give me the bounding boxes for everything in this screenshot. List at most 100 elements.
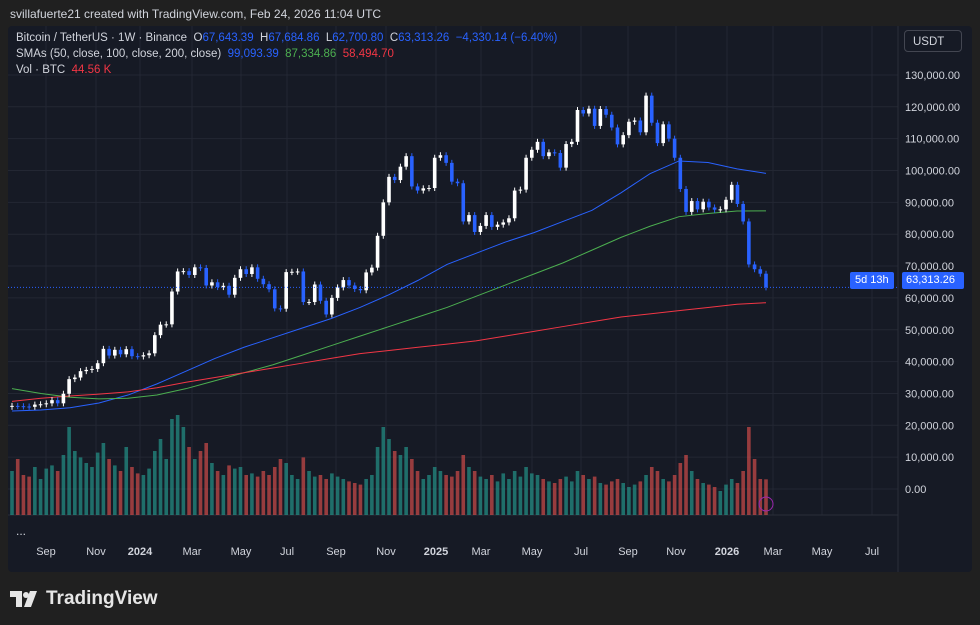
candle-body [227, 285, 231, 295]
y-tick-label: 0.00 [905, 484, 926, 496]
open-value: 67,643.39 [202, 32, 254, 44]
volume-bar [684, 455, 688, 515]
volume-bar [61, 455, 66, 515]
volume-bar [592, 476, 597, 515]
volume-bar [410, 459, 414, 515]
candle-body [678, 157, 683, 189]
candle-body [352, 285, 357, 289]
volume-bar [621, 483, 625, 515]
volume-bar [130, 467, 134, 515]
volume-bar [358, 484, 363, 515]
last-price: 63,313.26 [906, 274, 955, 286]
candle-body [484, 215, 488, 226]
volume-bar [387, 439, 391, 515]
volume-bar [255, 476, 260, 515]
y-tick-label: 90,000.00 [905, 197, 954, 209]
candle-body [267, 284, 271, 290]
candle-body [667, 124, 671, 139]
candle-body [450, 162, 454, 182]
candle-body [118, 349, 123, 355]
volume-bar [689, 471, 694, 515]
sma50-line [11, 160, 767, 412]
candle-body [490, 215, 494, 227]
volume-bar [444, 475, 448, 515]
candle-body [758, 269, 763, 274]
y-tick-label: 100,000.00 [905, 166, 960, 178]
volume-bar [575, 471, 580, 515]
volume-bar [135, 473, 140, 515]
candle-body [170, 291, 174, 325]
volume-bar [484, 479, 488, 515]
candle-body [398, 166, 403, 181]
candle-body [90, 368, 94, 370]
sma100-line [11, 210, 767, 400]
symbol-label[interactable]: Bitcoin / TetherUS · 1W · Binance [16, 32, 188, 44]
volume-bar [38, 479, 43, 515]
y-tick-label: 50,000.00 [905, 325, 954, 337]
volume-bar [667, 481, 671, 515]
candle-body [204, 267, 209, 286]
volume-bar [552, 483, 557, 515]
candle-body [535, 141, 540, 150]
candle-body [107, 348, 111, 356]
volume-bar [398, 455, 403, 515]
tradingview-logo[interactable]: TradingView [10, 588, 158, 610]
candle-body [210, 282, 214, 286]
volume-bar [461, 455, 466, 515]
candle-body [552, 152, 557, 154]
candle-body [135, 356, 140, 358]
candle-body [375, 235, 380, 268]
volume-bar [535, 475, 540, 515]
candle-body [147, 353, 151, 356]
volume-bar [55, 471, 60, 515]
volume-bar [250, 473, 254, 515]
volume-label[interactable]: Vol · BTC [16, 64, 66, 76]
volume-bar [427, 475, 431, 515]
candle-body [198, 267, 203, 269]
sma200-line [11, 302, 767, 402]
sma-label[interactable]: SMAs (50, close, 100, close, 200, close) [16, 48, 222, 60]
y-tick-label: 110,000.00 [905, 134, 959, 146]
volume-bar [729, 479, 734, 515]
volume-bar [758, 479, 763, 515]
candle-body [141, 355, 146, 357]
volume-bar [101, 443, 106, 515]
candle-body [518, 189, 523, 191]
x-tick-label: 2025 [424, 546, 448, 558]
candle-body [747, 221, 751, 265]
x-tick-label: Sep [326, 546, 346, 558]
volume-bar [530, 473, 534, 515]
volume-bar [370, 475, 374, 515]
volume-bar [84, 463, 89, 515]
high-label: H [260, 32, 269, 44]
y-tick-label: 130,000.00 [905, 70, 960, 82]
candle-body [358, 288, 363, 291]
candle-body [330, 297, 334, 315]
x-tick-label: 2026 [715, 546, 739, 558]
volume-bar [181, 427, 186, 515]
volume-bar [113, 465, 117, 515]
x-tick-label: Mar [183, 546, 202, 558]
candle-body [421, 188, 426, 191]
volume-bar [438, 471, 443, 515]
candle-body [324, 300, 328, 315]
candle-body [307, 302, 311, 304]
currency-button[interactable]: USDT [904, 30, 962, 52]
more-indicators-button[interactable]: ... [16, 524, 27, 538]
volume-bar [175, 415, 180, 515]
candle-body [575, 109, 580, 142]
x-tick-label: Nov [86, 546, 106, 558]
candle-body [695, 201, 700, 210]
x-tick-label: Nov [376, 546, 396, 558]
candle-body [272, 289, 277, 309]
chart-panel[interactable]: 130,000.00 120,000.00 110,000.00 100,000.00… [8, 26, 972, 572]
volume-bar [21, 475, 26, 515]
price-chart[interactable]: 130,000.00 120,000.00 110,000.00 100,000.00… [8, 26, 972, 572]
candle-body [415, 186, 420, 191]
candle-body [410, 156, 414, 187]
volume-bar [267, 475, 271, 515]
volume-bar [187, 447, 191, 515]
volume-bar [278, 459, 283, 515]
volume-bar [118, 471, 123, 515]
candle-body [444, 155, 448, 163]
